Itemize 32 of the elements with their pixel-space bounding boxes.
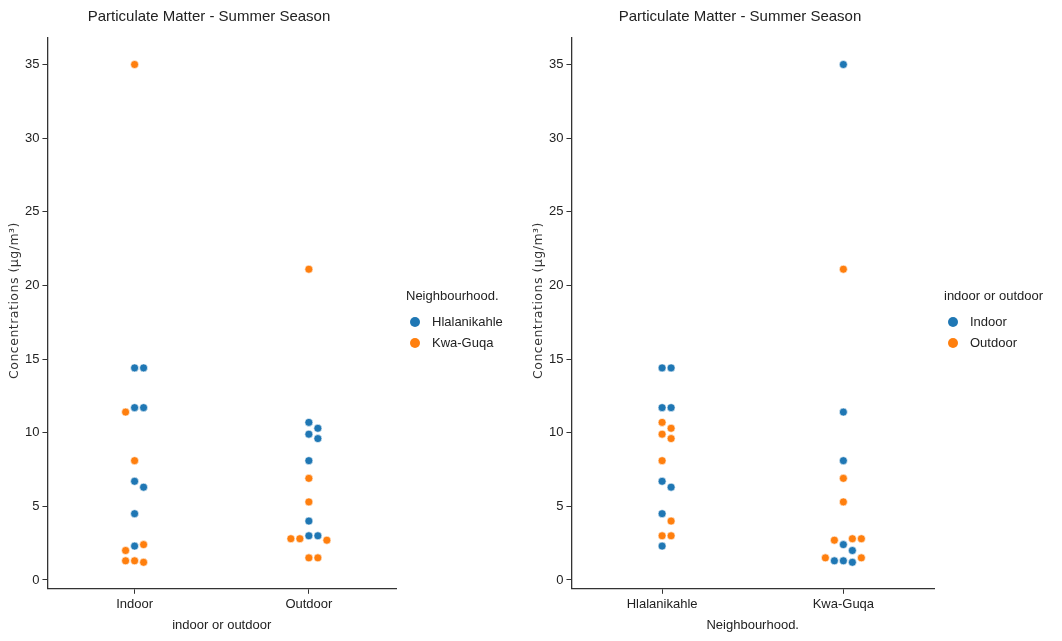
y-tick-label: 10 [548, 424, 564, 440]
y-tick-label: 5 [556, 497, 564, 513]
x-axis-title: Neighbourhood. [706, 616, 799, 632]
y-tick-label: 5 [32, 497, 40, 513]
legend-label: Hlalanikahle [432, 314, 503, 329]
y-tick-label: 30 [24, 129, 40, 145]
y-tick-label: 0 [32, 571, 40, 587]
y-tick-label: 20 [548, 277, 564, 292]
y-axis-title: Concentrations (μg/m³) [5, 221, 21, 379]
legend-title: indoor or outdoor [944, 288, 1044, 303]
y-tick-label: 35 [24, 56, 40, 72]
x-tick-label: Kwa-Guqa [812, 596, 875, 612]
x-tick-label: Indoor [116, 596, 154, 612]
y-tick-label: 15 [24, 350, 40, 366]
y-tick-label: 30 [548, 129, 564, 145]
x-axis-title: indoor or outdoor [172, 616, 272, 632]
legend-label: Outdoor [970, 335, 1017, 350]
x-tick-label: Outdoor [285, 596, 334, 612]
y-tick-label: 25 [24, 203, 40, 219]
chart-title: Particulate Matter - Summer Season [618, 7, 862, 25]
y-tick-label: 20 [24, 277, 40, 292]
y-tick-label: 10 [24, 424, 40, 440]
x-tick-label: Hlalanikahle [626, 596, 698, 612]
chart-title: Particulate Matter - Summer Season [87, 7, 331, 25]
legend-title: Neighbourhood. [406, 288, 500, 303]
legend-label: Kwa-Guqa [432, 335, 494, 350]
y-axis-title: Concentrations (μg/m³) [529, 221, 545, 379]
legend-label: Indoor [970, 314, 1007, 329]
y-tick-label: 0 [556, 571, 564, 587]
y-tick-label: 15 [548, 350, 564, 366]
y-tick-label: 35 [548, 56, 564, 72]
y-tick-label: 25 [548, 203, 564, 219]
